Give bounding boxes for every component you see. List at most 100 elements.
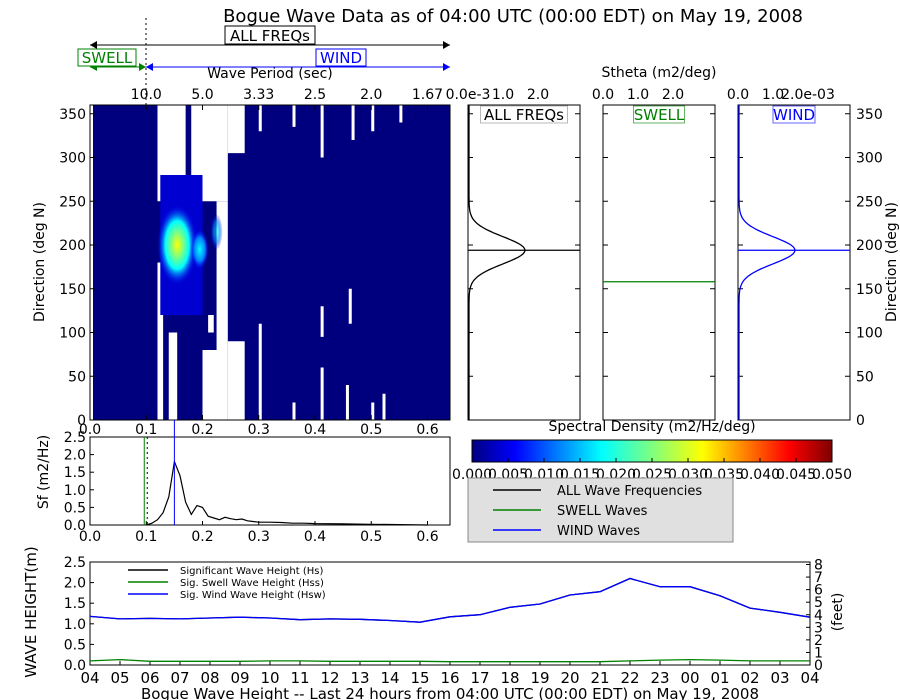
heatmap-empty-cell: [216, 201, 228, 350]
heatmap-empty-cell: [227, 341, 245, 420]
y-axis-label: Sf (m2/Hz): [36, 435, 52, 509]
legend-label: Sig. Swell Wave Height (Hss): [180, 578, 324, 589]
heatmap-peak: [157, 205, 198, 285]
heatmap-empty-cell: [202, 105, 228, 202]
y-tick-label: 2.5: [64, 430, 86, 446]
x-tick-label: 0.4: [304, 422, 326, 438]
direction-distribution-curve: [468, 105, 526, 420]
panel-label-box: [772, 105, 816, 124]
legend-label: Sig. Wind Wave Height (Hsw): [180, 590, 326, 601]
heatmap-empty-cell: [399, 105, 403, 123]
heatmap-empty-cell: [227, 105, 245, 154]
heatmap-empty-cell: [157, 367, 164, 420]
stheta-tick-label: 0.0: [592, 87, 614, 103]
x-axis-label: Bogue Wave Height -- Last 24 hours from …: [141, 685, 759, 700]
x-tick-label: 0.1: [135, 529, 157, 545]
top-axis-label: Wave Period (sec): [207, 66, 333, 82]
x-tick-label: 04: [800, 669, 819, 687]
heatmap-empty-cell: [191, 105, 203, 202]
page-title: Bogue Wave Data as of 04:00 UTC (00:00 E…: [223, 6, 803, 27]
x-tick-label: 00: [680, 669, 699, 687]
x-tick-label: 23: [650, 669, 669, 687]
stheta-tick-label: 0.0e-3: [446, 87, 491, 103]
legend-label: WIND Waves: [557, 524, 640, 539]
x-tick-label: 0.3: [248, 422, 270, 438]
x-tick-label: 18: [500, 669, 519, 687]
legend-label: ALL Wave Frequencies: [557, 484, 702, 499]
stheta-axis-label: Stheta (m2/deg): [602, 65, 717, 81]
x-tick-label: 07: [170, 669, 189, 687]
series-line: [89, 658, 810, 663]
y-tick-label: 1.5: [64, 596, 86, 612]
stheta-tick-label: 2.0: [527, 87, 549, 103]
x-tick-label: 22: [620, 669, 639, 687]
right-y-tick-label: 300: [856, 151, 883, 167]
heatmap-secondary-peak: [210, 213, 223, 250]
stheta-tick-label: 1.0: [627, 87, 649, 103]
heatmap-empty-cell: [258, 323, 262, 420]
x-tick-label: 0.2: [191, 422, 213, 438]
x-tick-label: 0.6: [416, 422, 438, 438]
x-tick-label: 0.6: [416, 529, 438, 545]
right-tick-label: 4: [814, 608, 823, 624]
right-tick-label: 7: [814, 570, 823, 586]
legend-label: Significant Wave Height (Hs): [180, 566, 323, 577]
colorbar-tick-label: 0.040: [740, 467, 780, 483]
top-tick-label: 3.33: [243, 87, 274, 103]
colorbar-tick-label: 0.050: [812, 467, 852, 483]
heatmap-background: [90, 105, 450, 420]
y-tick-label: 2.5: [64, 555, 86, 571]
heatmap-empty-cell: [382, 393, 386, 420]
x-tick-label: 0.4: [304, 529, 326, 545]
colorbar-tick-label: 0.045: [776, 467, 816, 483]
x-tick-label: 17: [470, 669, 489, 687]
x-tick-label: 15: [410, 669, 429, 687]
heatmap-empty-cell: [345, 385, 349, 420]
y-tick-label: 350: [59, 107, 86, 123]
y-tick-label: 150: [59, 282, 86, 298]
x-tick-label: 06: [140, 669, 159, 687]
right-y-tick-label: 350: [856, 107, 883, 123]
wind-label: WIND: [320, 49, 362, 67]
wind-box: [315, 48, 367, 67]
right-tick-label: 8: [814, 558, 823, 574]
stheta-tick-label: 1.0: [492, 87, 514, 103]
x-tick-label: 0.3: [248, 529, 270, 545]
all-freqs-box: [224, 25, 316, 45]
heatmap-empty-cell: [371, 105, 375, 132]
right-tick-label: 2: [814, 633, 823, 649]
y-tick-label: 50: [68, 369, 86, 385]
x-tick-label: 13: [350, 669, 369, 687]
y-tick-label: 300: [59, 151, 86, 167]
top-tick-label: 1.67: [412, 87, 443, 103]
heatmap-empty-cell: [320, 306, 324, 337]
x-tick-label: 04: [80, 669, 99, 687]
top-tick-label: 2.0: [360, 87, 382, 103]
heatmap-empty-cell: [371, 402, 375, 420]
direction-panel-frame: [467, 104, 581, 421]
heatmap-empty-cell: [320, 367, 324, 420]
x-tick-label: 0.2: [191, 529, 213, 545]
heatmap-empty-cell: [320, 105, 324, 158]
x-tick-label: 02: [740, 669, 759, 687]
panel-label-box: [480, 105, 568, 124]
heatmap-empty-cell: [208, 315, 214, 333]
x-tick-label: 10: [260, 669, 279, 687]
x-tick-label: 0.0: [79, 529, 101, 545]
spectrum-legend: ALL Wave Frequencies SWELL Waves WIND Wave…: [467, 477, 734, 543]
arrow-head-right: [443, 63, 450, 71]
heatmap-empty-cell: [348, 288, 352, 324]
y-tick-label: 100: [59, 326, 86, 342]
x-tick-label: 20: [560, 669, 579, 687]
x-tick-label: 21: [590, 669, 609, 687]
swell-label: SWELL: [82, 49, 133, 67]
x-tick-label: 0.1: [135, 422, 157, 438]
x-tick-label: 0.0: [79, 422, 101, 438]
right-y-tick-label: 100: [856, 326, 883, 342]
spectrum-frame: [89, 436, 451, 526]
y-tick-label: 0: [77, 413, 86, 429]
x-tick-label: 09: [230, 669, 249, 687]
